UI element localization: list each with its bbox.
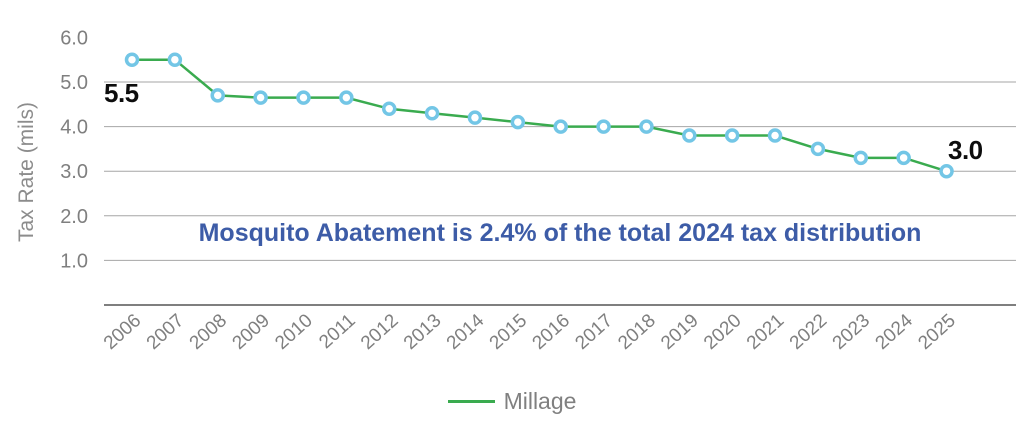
first-point-data-label: 5.5 — [104, 78, 139, 108]
x-tick-label: 2009 — [228, 310, 273, 354]
x-tick-label: 2014 — [443, 310, 489, 354]
x-tick-label: 2017 — [571, 310, 616, 354]
data-point-marker — [296, 90, 311, 105]
x-tick-label: 2021 — [743, 310, 788, 354]
data-point-marker — [682, 128, 697, 143]
data-point-marker — [124, 52, 140, 67]
x-tick-label: 2012 — [357, 310, 402, 354]
x-tick-label: 2015 — [486, 310, 531, 354]
x-tick-label: 2023 — [829, 310, 874, 354]
x-tick-label: 2008 — [186, 310, 231, 354]
x-tick-label: 2010 — [271, 310, 316, 354]
x-tick-label: 2022 — [786, 310, 831, 354]
legend-line-swatch — [447, 400, 495, 403]
data-point-marker — [467, 110, 483, 125]
y-tick-label: 6.0 — [60, 27, 88, 49]
data-point-marker — [553, 119, 568, 134]
x-tick-label: 2018 — [614, 310, 659, 354]
millage-series-line — [132, 58, 947, 173]
data-point-marker — [896, 150, 911, 166]
data-point-marker — [596, 119, 611, 134]
data-point-marker — [167, 52, 183, 67]
x-tick-label: 2016 — [529, 310, 574, 354]
legend-series-label: Millage — [503, 388, 577, 414]
data-point-marker — [767, 128, 783, 143]
data-point-marker — [810, 141, 826, 157]
y-tick-label: 3.0 — [60, 161, 88, 183]
x-tick-label: 2020 — [700, 310, 745, 354]
annotation-text: Mosquito Abatement is 2.4% of the total … — [198, 219, 922, 247]
y-tick-label: 1.0 — [60, 250, 88, 272]
x-tick-label: 2025 — [914, 310, 959, 354]
data-point-marker — [939, 163, 954, 179]
x-tick-label: 2006 — [100, 310, 145, 354]
last-point-data-label: 3.0 — [948, 135, 983, 165]
y-tick-label: 2.0 — [60, 206, 88, 228]
data-point-marker — [381, 101, 397, 117]
data-point-marker — [724, 128, 740, 143]
data-point-marker — [253, 90, 268, 105]
legend: Millage — [0, 388, 1024, 415]
data-point-marker — [639, 119, 654, 134]
data-point-marker — [210, 88, 225, 103]
x-tick-label: 2011 — [315, 310, 359, 353]
y-tick-label: 4.0 — [60, 117, 88, 139]
data-point-marker — [510, 114, 526, 130]
x-tick-label: 2024 — [872, 310, 918, 354]
data-point-marker — [339, 90, 354, 105]
y-tick-label: 5.0 — [60, 72, 88, 94]
x-tick-label: 2007 — [143, 310, 188, 354]
x-tick-label: 2013 — [400, 310, 445, 354]
data-point-marker — [853, 150, 869, 166]
x-tick-label: 2019 — [657, 310, 702, 354]
data-point-marker — [424, 105, 440, 121]
